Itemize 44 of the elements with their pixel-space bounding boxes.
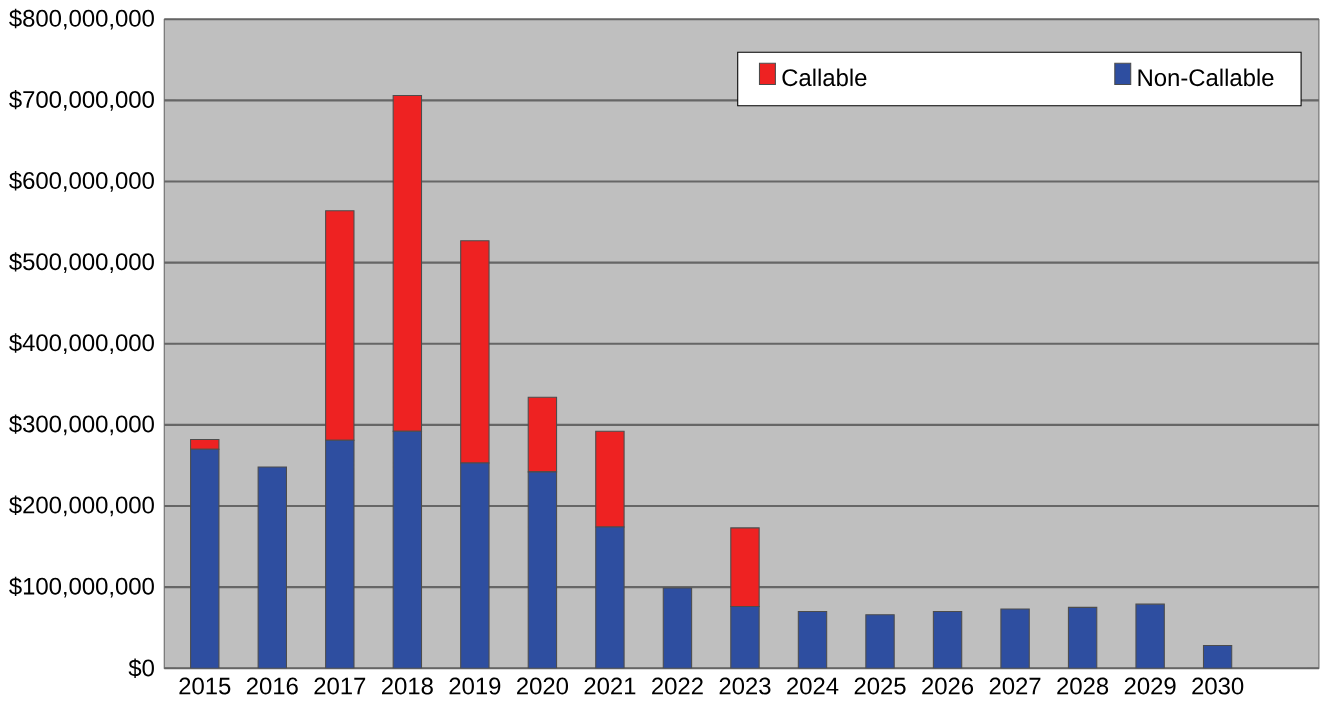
x-tick-label: 2021 xyxy=(584,677,636,695)
y-tick-label: $100,000,000 xyxy=(9,576,154,598)
x-tick-label: 2030 xyxy=(1192,677,1244,695)
bar xyxy=(190,448,220,669)
bar xyxy=(932,610,963,669)
y-tick-label: $0 xyxy=(128,658,154,678)
x-tick-label: 2023 xyxy=(719,677,771,695)
legend-label: Callable xyxy=(782,68,867,86)
y-tick-label: $800,000,000 xyxy=(9,8,154,30)
bar xyxy=(460,462,490,669)
x-tick-label: 2018 xyxy=(382,677,433,695)
y-tick-label: $600,000,000 xyxy=(9,170,154,192)
bar xyxy=(1067,606,1098,669)
bar xyxy=(1000,608,1030,669)
x-tick-label: 2029 xyxy=(1124,677,1176,695)
x-tick-label: 2028 xyxy=(1057,677,1109,695)
bar xyxy=(1135,603,1165,669)
bar xyxy=(797,610,828,669)
y-tick-label: $400,000,000 xyxy=(9,333,154,354)
x-tick-label: 2019 xyxy=(449,677,501,695)
bar xyxy=(527,471,558,669)
y-tick-label: $500,000,000 xyxy=(9,252,154,273)
x-tick-label: 2022 xyxy=(652,677,703,695)
bar xyxy=(1202,644,1233,669)
bar xyxy=(325,439,355,669)
x-tick-label: 2024 xyxy=(787,677,839,695)
bar xyxy=(730,605,760,669)
bar xyxy=(595,526,625,669)
bar xyxy=(730,527,760,607)
y-tick-label: $300,000,000 xyxy=(9,414,154,436)
legend-label: Non-Callable xyxy=(1138,68,1274,86)
x-tick-label: 2026 xyxy=(922,677,974,695)
x-tick-label: 2020 xyxy=(517,677,569,695)
x-tick-label: 2017 xyxy=(314,677,366,695)
y-tick-label: $700,000,000 xyxy=(9,89,154,111)
bar xyxy=(392,430,423,669)
y-tick-label: $200,000,000 xyxy=(9,495,154,517)
x-tick-label: 2027 xyxy=(989,677,1041,695)
bar xyxy=(865,613,895,669)
x-tick-label: 2016 xyxy=(246,677,298,695)
bar xyxy=(662,587,693,669)
bar xyxy=(257,466,288,669)
x-tick-label: 2015 xyxy=(179,677,231,695)
x-tick-label: 2025 xyxy=(854,677,906,695)
